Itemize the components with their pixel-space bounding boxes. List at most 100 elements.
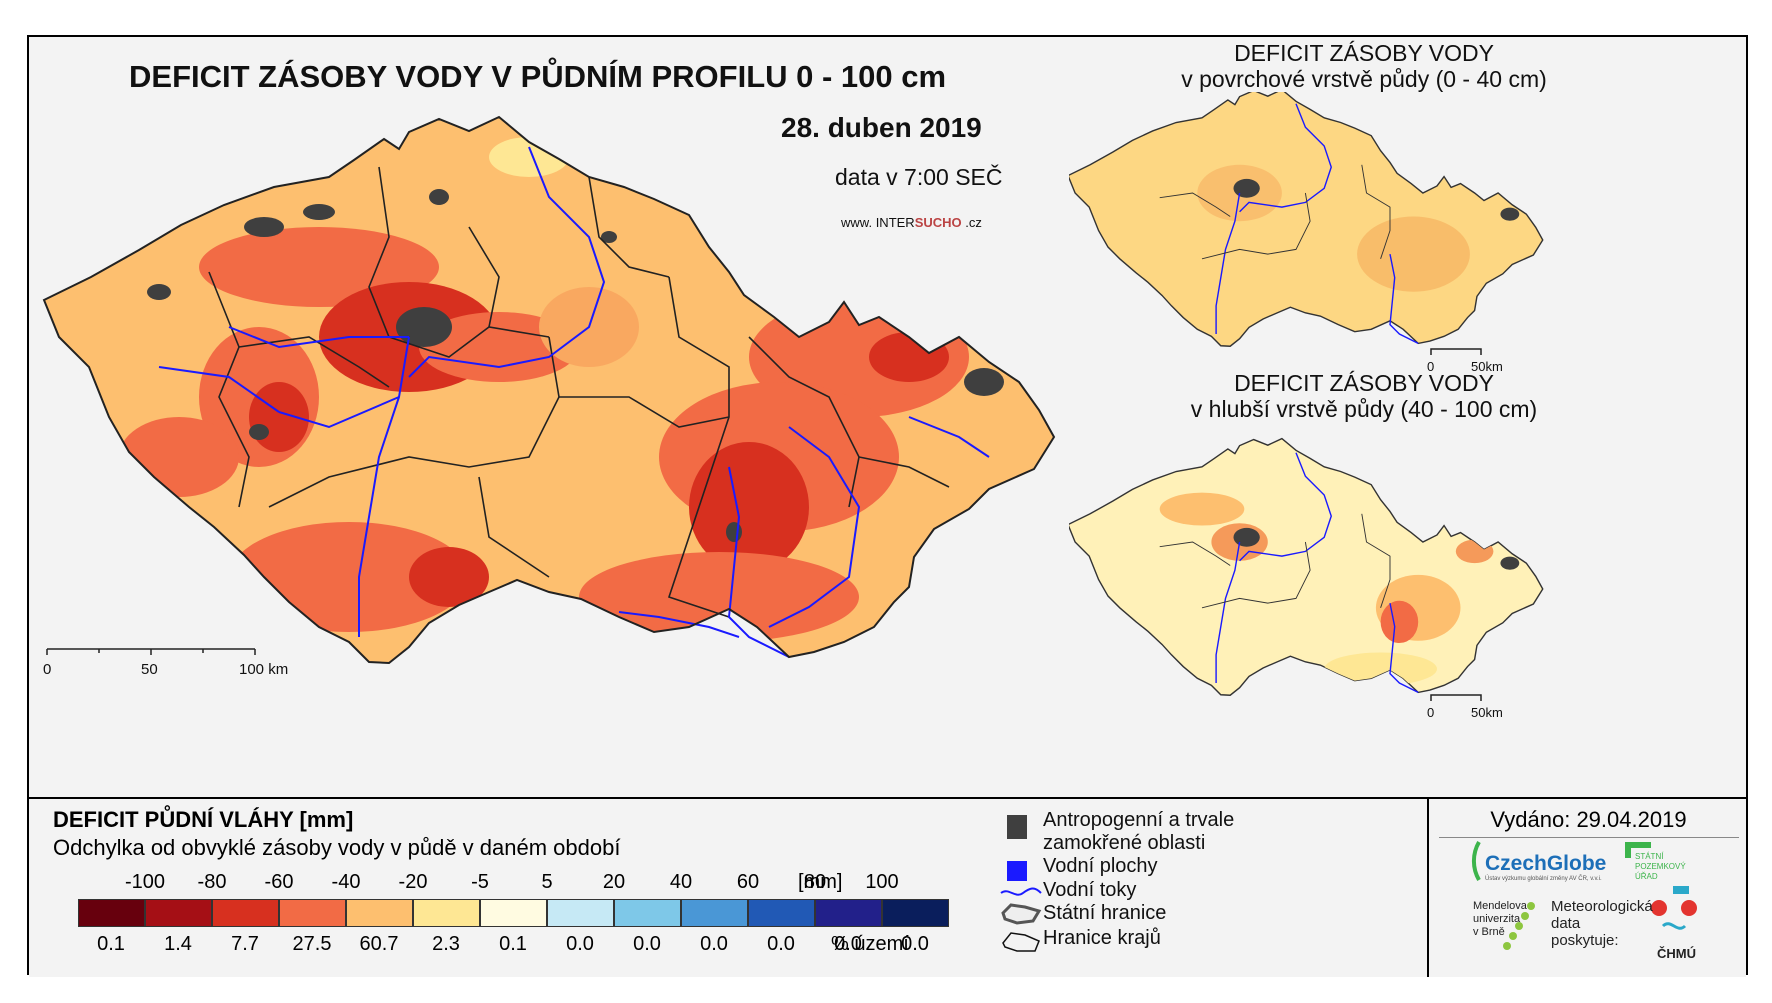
spu-line1: STÁTNÍ <box>1635 852 1664 861</box>
meteo-line2: data <box>1551 915 1581 932</box>
website-suffix: .cz <box>965 215 982 230</box>
legend-subtitle: Odchylka od obvyklé zásoby vody v půdě v… <box>53 835 621 860</box>
legend-percentage: 60.7 <box>359 933 399 955</box>
legend-swatch <box>815 899 882 927</box>
water-body-label: Vodní plochy <box>1043 855 1158 877</box>
inset-bottom-scale-50: 50km <box>1471 705 1503 720</box>
legend-tick: 5 <box>541 871 553 893</box>
legend-band: DEFICIT PŮDNÍ VLÁHY [mm] Odchylka od obv… <box>29 797 1746 977</box>
anthropogenic-label-line1: Antropogenní a trvale <box>1043 809 1235 831</box>
legend-percentage: 0.0 <box>566 933 594 955</box>
legend-tick: -100 <box>124 871 166 893</box>
legend-title: DEFICIT PŮDNÍ VLÁHY [mm] <box>53 807 354 832</box>
legend-percentage: 0.0 <box>901 933 929 955</box>
website-brand-1: INTER <box>875 215 915 230</box>
state-border-symbol <box>1001 903 1042 925</box>
legend-tick: 60 <box>736 871 760 893</box>
inset-bottom-map: 0 50km <box>1069 437 1544 720</box>
main-scale-label-50: 50 <box>141 661 158 678</box>
legend-tick: -20 <box>398 871 428 893</box>
inset-bottom-title-line1: DEFICIT ZÁSOBY VODY <box>1234 370 1494 396</box>
region-border-label: Hranice krajů <box>1043 927 1161 949</box>
inset-top-scale-0: 0 <box>1427 359 1434 372</box>
symbol-legend-icons <box>1000 815 1042 952</box>
region-borders <box>208 166 950 618</box>
legend-swatch <box>882 899 949 927</box>
legend-tick: 80 <box>803 871 827 893</box>
issued-date: Vydáno: 29.04.2019 <box>1490 807 1687 832</box>
legend-percentage: 0.1 <box>97 933 125 955</box>
legend-percentage: 0.0 <box>700 933 728 955</box>
inset-top-title: DEFICIT ZÁSOBY VODY v povrchové vrstvě p… <box>1124 40 1604 92</box>
legend-percentage: 27.5 <box>292 933 332 955</box>
main-title: DEFICIT ZÁSOBY VODY V PŮDNÍM PROFILU 0 -… <box>129 59 947 94</box>
anthropogenic-label-line2: zamokřené oblasti <box>1043 832 1206 854</box>
legend-swatch <box>346 899 413 927</box>
czechglobe-subtext: Ústav výzkumu globální změny AV ČR, v.v.… <box>1485 876 1602 882</box>
mendelu-line2: univerzita <box>1473 913 1521 925</box>
czechglobe-logo-icon <box>1471 841 1481 881</box>
legend-swatch <box>748 899 815 927</box>
legend-percentage: 0.1 <box>499 933 527 955</box>
legend-tick: -80 <box>197 871 227 893</box>
region-border-symbol <box>1002 932 1040 952</box>
meteo-line3: poskytuje: <box>1551 932 1619 949</box>
map-frame: 0 50 100 km DEFICIT ZÁSOBY VODY V PŮDNÍM… <box>27 35 1748 977</box>
spu-line2: POZEMKOVÝ <box>1635 862 1686 871</box>
chmu-logo-top <box>1673 886 1689 894</box>
legend-tick: -60 <box>264 871 294 893</box>
spu-logo-icon <box>1625 842 1651 848</box>
legend-swatch <box>614 899 681 927</box>
main-map: 0 50 100 km <box>43 116 1055 678</box>
main-scale-label-0: 0 <box>43 661 51 678</box>
stream-symbol <box>1000 887 1042 896</box>
czechglobe-logo: CzechGlobe <box>1485 852 1607 875</box>
legend-swatch <box>279 899 346 927</box>
legend-swatch <box>212 899 279 927</box>
rivers <box>158 146 990 658</box>
anthropogenic-symbol <box>1007 815 1027 839</box>
logo-graphics <box>1471 841 1697 950</box>
legend-tick: 20 <box>602 871 626 893</box>
stream-label: Vodní toky <box>1043 879 1137 901</box>
spu-line3: ÚŘAD <box>1635 872 1658 881</box>
main-date: 28. duben 2019 <box>781 112 982 143</box>
mendelu-line3: v Brně <box>1473 926 1505 938</box>
legend-tick: 40 <box>669 871 693 893</box>
mendelu-line1: Mendelova <box>1473 900 1527 912</box>
main-scale-label-100: 100 km <box>239 661 288 678</box>
state-border-label: Státní hranice <box>1043 902 1167 924</box>
legend-percentage: 0.0 <box>834 933 862 955</box>
main-time: data v 7:00 SEČ <box>835 164 1003 190</box>
legend-swatch <box>413 899 480 927</box>
spu-logo-text: STÁTNÍ POZEMKOVÝ ÚŘAD <box>1635 852 1686 882</box>
legend-swatch <box>145 899 212 927</box>
legend-percentage: 0.0 <box>633 933 661 955</box>
inset-bottom-scale-0: 0 <box>1427 705 1434 720</box>
legend-percentage: 0.0 <box>767 933 795 955</box>
chmu-logo-icon <box>1651 900 1667 916</box>
legend-percentage: 2.3 <box>432 933 460 955</box>
meteo-text: Meteorologická data poskytuje: <box>1551 898 1653 949</box>
legend-tick: -5 <box>471 871 489 893</box>
inset-top-scale-50: 50km <box>1471 359 1503 372</box>
website-brand-2: SUCHO <box>914 215 962 230</box>
legend-swatch <box>480 899 547 927</box>
website-link[interactable]: www. INTERSUCHO .cz <box>841 215 982 230</box>
meteo-line1: Meteorologická <box>1551 898 1653 915</box>
issued-box: Vydáno: 29.04.2019 CzechGlobe Ústav výzk… <box>1427 799 1748 977</box>
mendelu-text: Mendelova univerzita v Brně <box>1473 900 1527 939</box>
mendelu-logo-icon <box>1503 902 1535 950</box>
water-body-symbol <box>1007 861 1027 881</box>
chmu-text: ČHMÚ <box>1657 946 1696 961</box>
inset-top-title-line2: v povrchové vrstvě půdy (0 - 40 cm) <box>1181 66 1547 92</box>
partner-logos: CzechGlobe Ústav výzkumu globální změny … <box>1439 837 1739 974</box>
legend-percentage: 7.7 <box>231 933 259 955</box>
legend-swatch <box>681 899 748 927</box>
inset-bottom-title: DEFICIT ZÁSOBY VODY v hlubší vrstvě půdy… <box>1124 370 1604 422</box>
legend-percentage: 1.4 <box>164 933 192 955</box>
legend-swatch <box>547 899 614 927</box>
inset-top-map: 0 50km <box>1069 92 1544 372</box>
legend-unit: [mm] <box>798 871 843 893</box>
inset-top-title-line1: DEFICIT ZÁSOBY VODY <box>1234 40 1494 66</box>
